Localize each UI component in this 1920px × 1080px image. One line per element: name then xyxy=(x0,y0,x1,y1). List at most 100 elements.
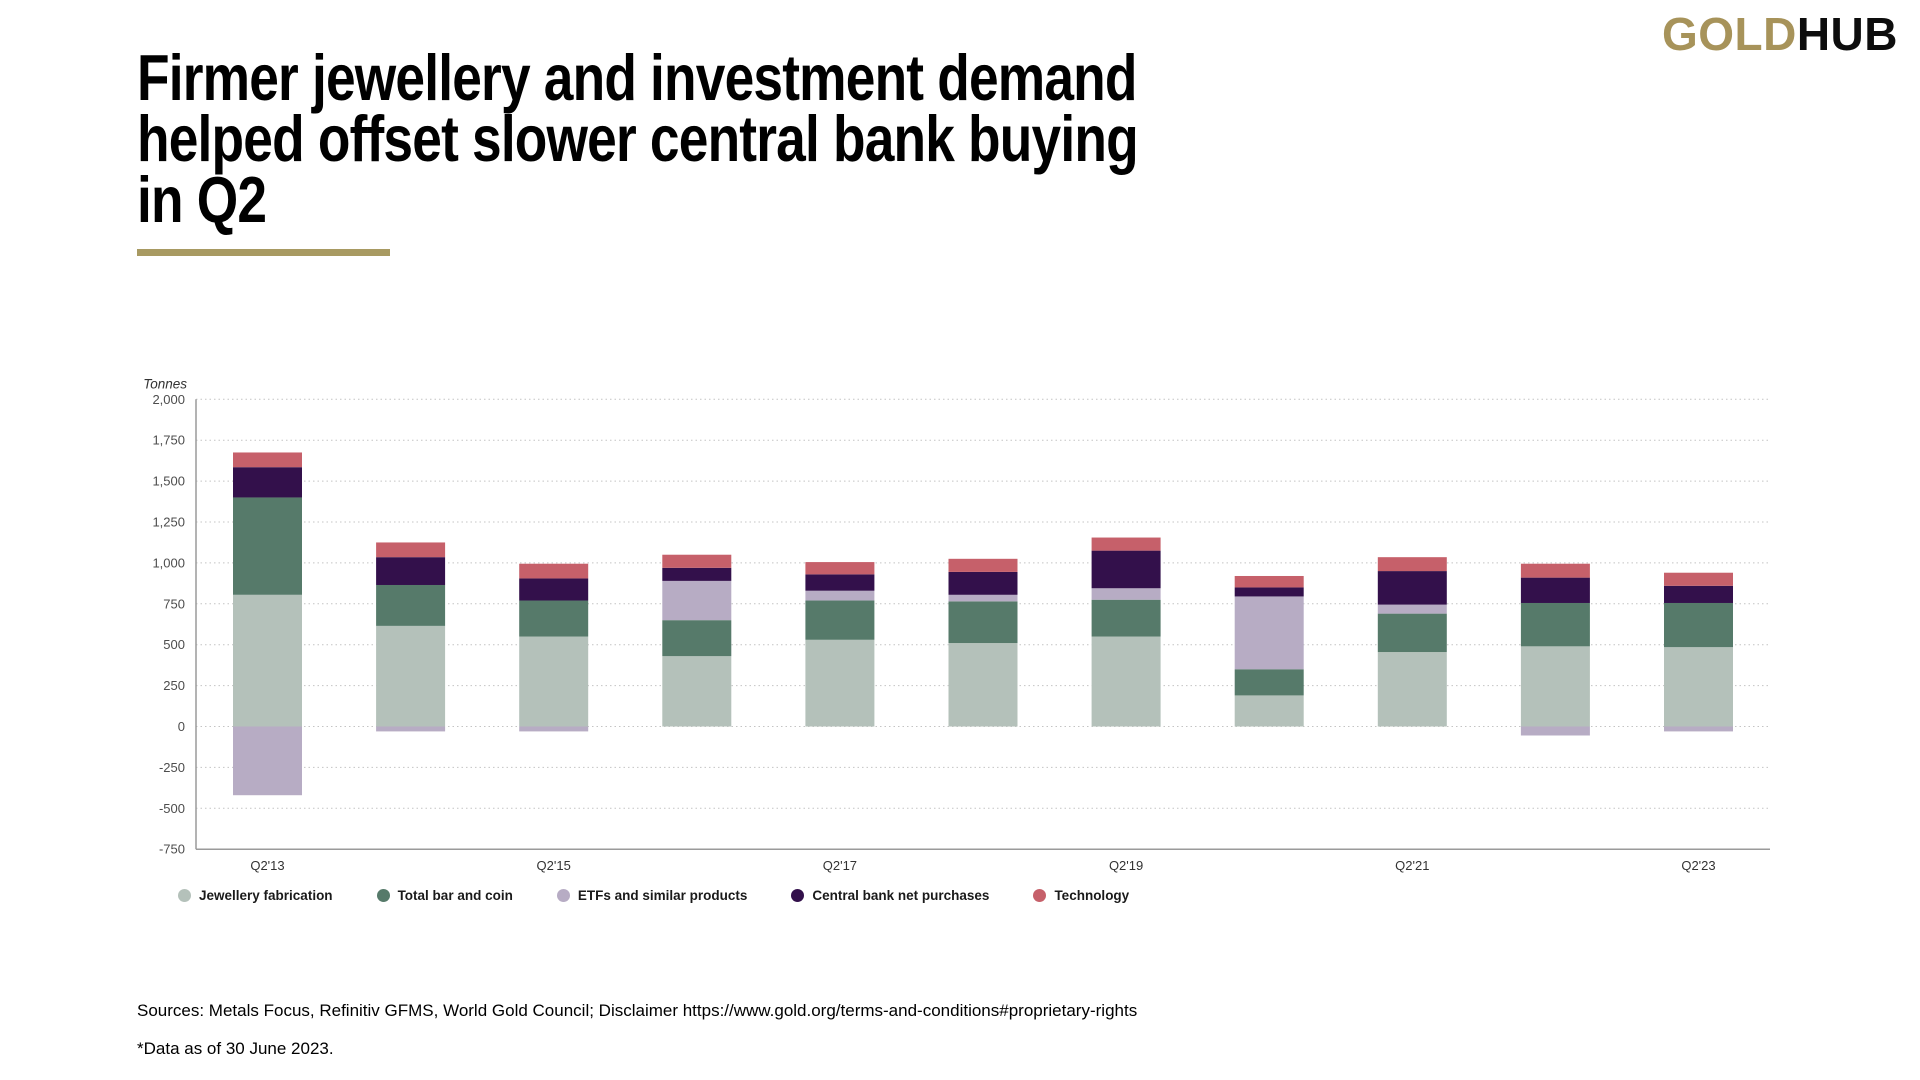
legend-label: Jewellery fabrication xyxy=(199,888,333,903)
bar-segment[interactable] xyxy=(948,558,1018,572)
legend-color-dot xyxy=(1033,889,1047,902)
page-title-line-3: in Q2 xyxy=(137,163,267,236)
legend-label: ETFs and similar products xyxy=(577,888,748,903)
x-tick-label: Q2'21 xyxy=(1395,858,1429,873)
bar-segment[interactable] xyxy=(662,620,732,657)
bar-segment[interactable] xyxy=(376,542,446,558)
y-axis-unit-label: Tonnes xyxy=(143,376,187,391)
bar-segment[interactable] xyxy=(948,594,1018,602)
goldhub-logo[interactable]: GOLDHUB xyxy=(1662,11,1898,57)
title-underline-rule xyxy=(137,249,390,256)
bar-segment[interactable] xyxy=(805,590,875,601)
bar-segment[interactable] xyxy=(519,600,589,637)
y-tick-label: 1,500 xyxy=(152,474,185,489)
y-tick-label: 2,000 xyxy=(152,392,185,407)
bar-segment[interactable] xyxy=(1520,577,1590,603)
bar-segment[interactable] xyxy=(948,643,1018,727)
bar-segment[interactable] xyxy=(662,567,732,581)
bar-segment[interactable] xyxy=(662,554,732,568)
bar-segment[interactable] xyxy=(1377,604,1447,614)
legend-label: Total bar and coin xyxy=(397,888,513,903)
x-tick-label: Q2'23 xyxy=(1681,858,1715,873)
legend-color-dot xyxy=(791,889,805,902)
bar-segment[interactable] xyxy=(1091,537,1161,551)
bar-segment[interactable] xyxy=(233,467,302,498)
legend-color-dot xyxy=(376,889,390,902)
bar-segment[interactable] xyxy=(1091,636,1161,727)
bar-segment[interactable] xyxy=(1091,588,1161,600)
y-tick-label: 0 xyxy=(178,719,185,734)
bar-segment[interactable] xyxy=(1664,647,1733,727)
legend-item[interactable]: ETFs and similar products xyxy=(556,888,748,903)
bar-segment[interactable] xyxy=(805,562,875,575)
bar-segment[interactable] xyxy=(1377,613,1447,653)
y-tick-label: 1,250 xyxy=(152,515,185,530)
bar-segment[interactable] xyxy=(233,452,302,468)
bar-segment[interactable] xyxy=(376,557,446,585)
y-tick-label: 750 xyxy=(163,596,185,611)
bar-segment[interactable] xyxy=(376,726,446,732)
y-tick-label: 500 xyxy=(163,637,185,652)
page-title-line-1: Firmer jewellery and investment demand xyxy=(137,41,1137,114)
bar-segment[interactable] xyxy=(662,656,732,727)
bar-segment[interactable] xyxy=(1520,563,1590,578)
bar-segment[interactable] xyxy=(1664,602,1733,648)
x-tick-label: Q2'15 xyxy=(537,858,571,873)
page-title-line-2: helped offset slower central bank buying xyxy=(137,102,1139,175)
bar-segment[interactable] xyxy=(233,497,302,595)
x-tick-label: Q2'17 xyxy=(823,858,857,873)
legend-color-dot xyxy=(178,889,191,902)
bar-segment[interactable] xyxy=(1234,587,1304,597)
bar-segment[interactable] xyxy=(948,601,1018,644)
bar-segment[interactable] xyxy=(662,580,732,621)
bar-segment[interactable] xyxy=(805,639,875,727)
bar-segment[interactable] xyxy=(1664,585,1733,603)
bar-segment[interactable] xyxy=(1234,575,1304,588)
legend-color-dot xyxy=(556,889,570,902)
bar-segment[interactable] xyxy=(1377,571,1447,605)
legend-item[interactable]: Total bar and coin xyxy=(376,888,513,903)
bar-segment[interactable] xyxy=(233,726,302,796)
bar-segment[interactable] xyxy=(519,563,589,579)
y-tick-label: 1,000 xyxy=(152,555,185,570)
bar-segment[interactable] xyxy=(1234,669,1304,696)
legend-item[interactable]: Jewellery fabrication xyxy=(178,888,333,903)
bar-segment[interactable] xyxy=(1664,726,1733,732)
x-tick-label: Q2'19 xyxy=(1109,858,1143,873)
bar-segment[interactable] xyxy=(1234,695,1304,727)
bar-segment[interactable] xyxy=(1520,602,1590,647)
y-tick-label: 250 xyxy=(163,678,185,693)
bar-segment[interactable] xyxy=(376,625,446,727)
goldhub-logo-hub-text: HUB xyxy=(1796,8,1898,60)
bar-segment[interactable] xyxy=(233,594,302,727)
legend-item[interactable]: Technology xyxy=(1033,888,1129,903)
bar-segment[interactable] xyxy=(805,574,875,591)
bar-segment[interactable] xyxy=(519,578,589,601)
bar-segment[interactable] xyxy=(376,584,446,626)
y-tick-label: 1,750 xyxy=(152,433,185,448)
bar-segment[interactable] xyxy=(805,600,875,640)
x-tick-label: Q2'13 xyxy=(250,858,284,873)
goldhub-logo-gold-text: GOLD xyxy=(1661,8,1797,60)
y-tick-label: -500 xyxy=(159,801,185,816)
data-note-text: *Data as of 30 June 2023. xyxy=(137,1039,334,1058)
bar-segment[interactable] xyxy=(1520,646,1590,727)
bar-segment[interactable] xyxy=(1520,726,1590,736)
y-tick-label: -750 xyxy=(159,842,185,857)
bar-segment[interactable] xyxy=(519,726,589,732)
bar-segment[interactable] xyxy=(1234,596,1304,670)
y-tick-label: -250 xyxy=(159,760,185,775)
page-title: Firmer jewellery and investment demand h… xyxy=(137,41,1139,236)
bar-segment[interactable] xyxy=(1091,599,1161,637)
bar-segment[interactable] xyxy=(948,571,1018,595)
legend-item[interactable]: Central bank net purchases xyxy=(791,888,989,903)
legend-label: Technology xyxy=(1054,888,1130,903)
bar-segment[interactable] xyxy=(1664,572,1733,586)
bar-segment[interactable] xyxy=(1091,550,1161,589)
bar-segment[interactable] xyxy=(1377,652,1447,727)
bar-segment[interactable] xyxy=(519,636,589,727)
bar-segment[interactable] xyxy=(1377,557,1447,572)
sources-text: Sources: Metals Focus, Refinitiv GFMS, W… xyxy=(137,1001,1138,1020)
